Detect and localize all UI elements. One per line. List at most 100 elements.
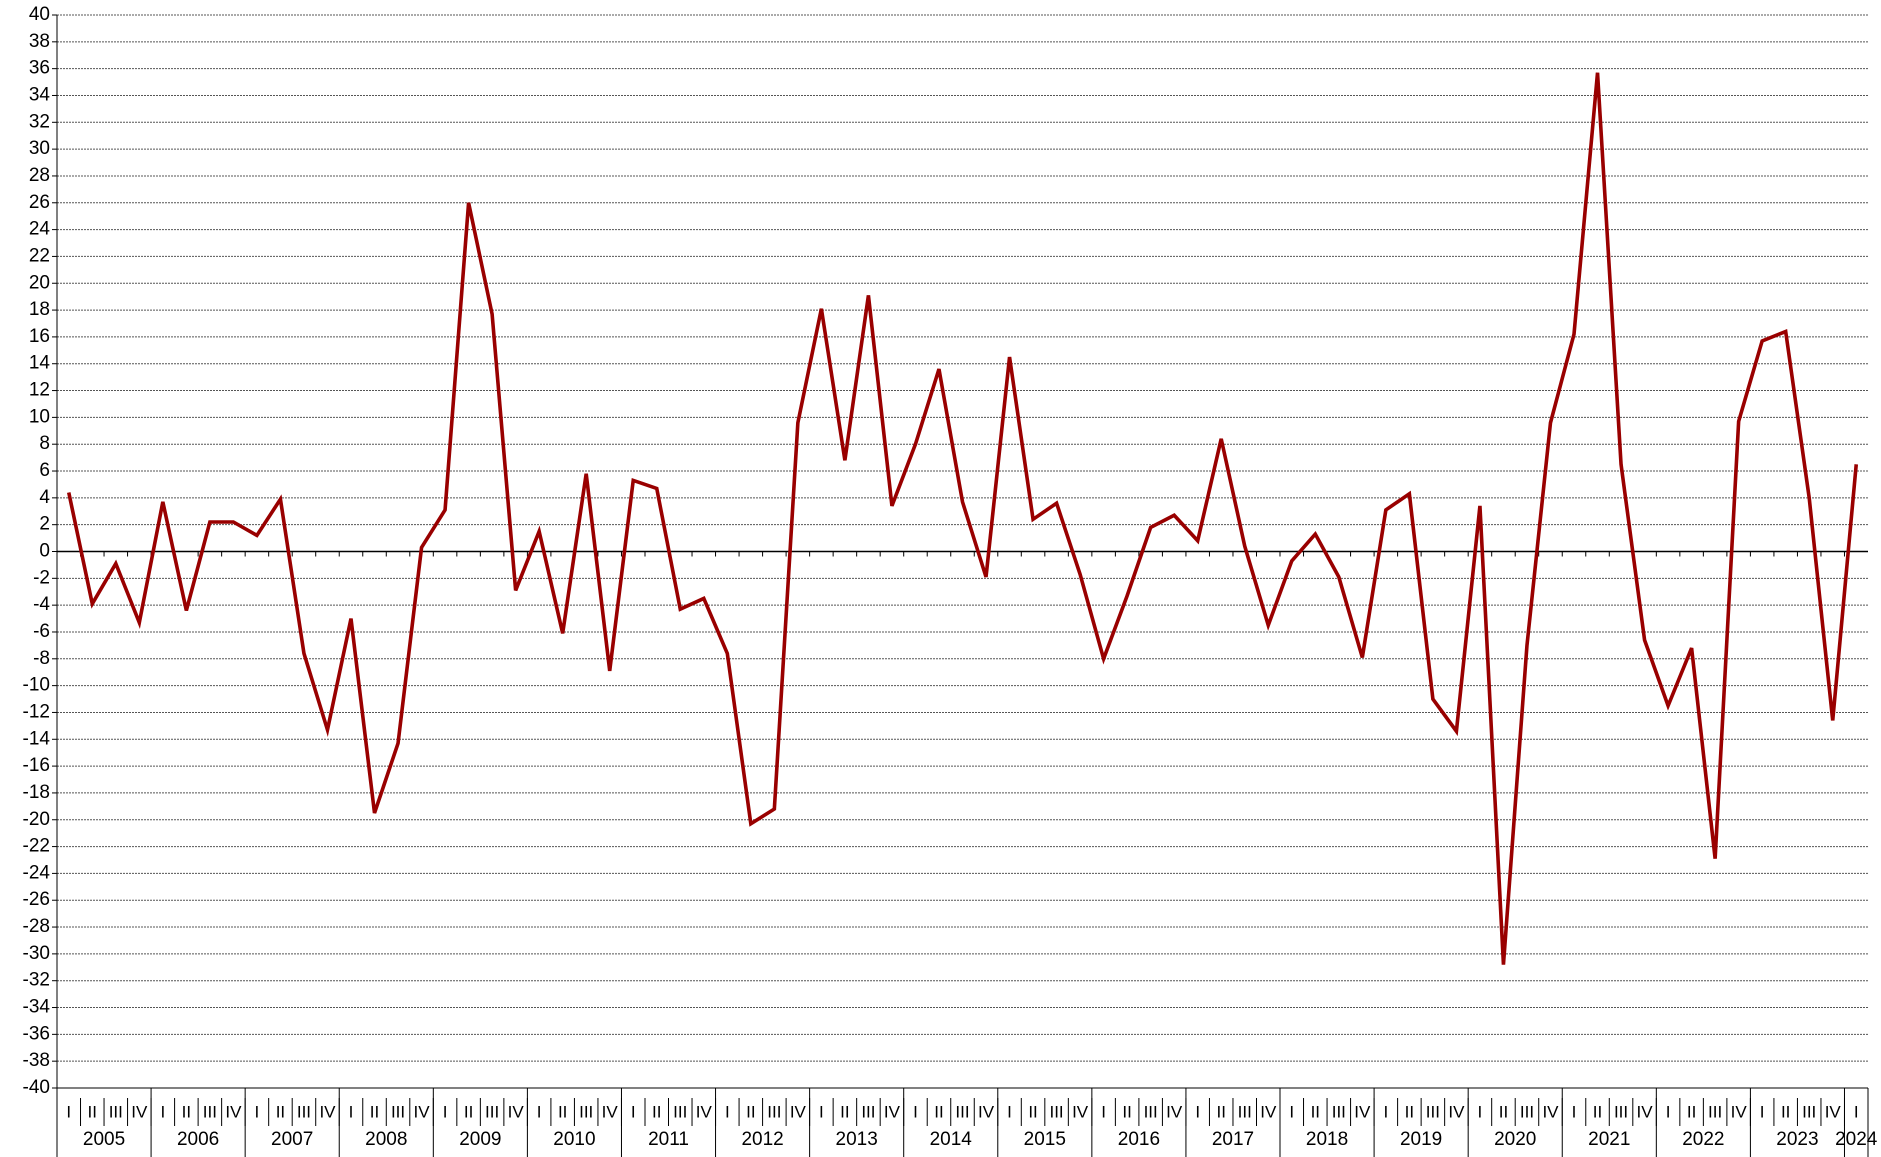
x-tick-label: II	[1499, 1102, 1508, 1121]
y-tick-label: 14	[29, 353, 51, 374]
x-tick-label: III	[391, 1102, 405, 1121]
year-label: 2018	[1306, 1129, 1348, 1150]
x-tick-label: II	[1781, 1102, 1790, 1121]
x-tick-label: I	[1195, 1102, 1200, 1121]
y-tick-label: 18	[29, 299, 50, 320]
x-tick-label: I	[1760, 1102, 1765, 1121]
x-tick-label: IV	[131, 1102, 148, 1121]
x-tick-label: I	[537, 1102, 542, 1121]
x-tick-label: II	[840, 1102, 849, 1121]
x-tick-label: IV	[225, 1102, 242, 1121]
year-label: 2008	[365, 1129, 407, 1150]
y-tick-label: 40	[29, 4, 50, 25]
x-tick-label: III	[1144, 1102, 1158, 1121]
x-tick-label: IV	[696, 1102, 713, 1121]
year-label: 2012	[741, 1129, 783, 1150]
year-label: 2019	[1400, 1129, 1442, 1150]
year-label: 2024	[1835, 1129, 1878, 1150]
x-tick-label: III	[1802, 1102, 1816, 1121]
year-label: 2020	[1494, 1129, 1536, 1150]
y-tick-label: -12	[23, 701, 50, 722]
x-tick-label: I	[1572, 1102, 1577, 1121]
y-tick-label: -28	[23, 916, 50, 937]
x-tick-label: II	[1687, 1102, 1696, 1121]
y-tick-label: 8	[39, 433, 50, 454]
x-tick-label: II	[934, 1102, 943, 1121]
y-tick-label: -30	[23, 943, 50, 964]
x-tick-label: IV	[1354, 1102, 1371, 1121]
y-tick-label: 0	[39, 541, 50, 562]
x-tick-label: II	[88, 1102, 97, 1121]
y-tick-label: 20	[29, 272, 50, 293]
x-tick-label: II	[1122, 1102, 1131, 1121]
x-tick-label: IV	[1542, 1102, 1559, 1121]
x-tick-label: IV	[790, 1102, 807, 1121]
y-tick-label: 24	[29, 219, 51, 240]
y-tick-label: -10	[23, 675, 50, 696]
x-tick-label: I	[255, 1102, 260, 1121]
y-tick-label: -26	[23, 889, 50, 910]
y-tick-label: -24	[23, 862, 51, 883]
x-tick-label: II	[558, 1102, 567, 1121]
year-label: 2014	[930, 1129, 973, 1150]
year-label: 2011	[648, 1129, 689, 1150]
x-tick-label: III	[673, 1102, 687, 1121]
x-tick-label: II	[1593, 1102, 1602, 1121]
x-tick-label: I	[819, 1102, 824, 1121]
year-label: 2006	[177, 1129, 219, 1150]
year-label: 2005	[83, 1129, 125, 1150]
x-tick-label: III	[1332, 1102, 1346, 1121]
x-tick-label: IV	[1637, 1102, 1654, 1121]
x-tick-label: IV	[414, 1102, 431, 1121]
x-tick-label: II	[1311, 1102, 1320, 1121]
x-tick-label: I	[1478, 1102, 1483, 1121]
x-tick-label: IV	[978, 1102, 995, 1121]
x-tick-label: IV	[319, 1102, 336, 1121]
x-tick-label: I	[66, 1102, 71, 1121]
year-label: 2016	[1118, 1129, 1160, 1150]
x-tick-label: I	[725, 1102, 730, 1121]
y-tick-label: -2	[33, 567, 50, 588]
y-tick-label: -36	[23, 1023, 50, 1044]
x-tick-label: IV	[1825, 1102, 1842, 1121]
x-tick-label: II	[1405, 1102, 1414, 1121]
x-tick-label: III	[297, 1102, 311, 1121]
x-tick-label: III	[1426, 1102, 1440, 1121]
x-tick-label: I	[1101, 1102, 1106, 1121]
x-tick-label: IV	[602, 1102, 619, 1121]
x-tick-label: I	[1383, 1102, 1388, 1121]
y-tick-label: -34	[23, 997, 51, 1018]
y-tick-label: -38	[23, 1050, 50, 1071]
year-label: 2017	[1212, 1129, 1254, 1150]
x-tick-label: I	[1666, 1102, 1671, 1121]
x-tick-label: I	[1854, 1102, 1859, 1121]
x-tick-label: III	[203, 1102, 217, 1121]
x-tick-label: III	[861, 1102, 875, 1121]
y-tick-label: -6	[33, 621, 50, 642]
x-tick-label: III	[1708, 1102, 1722, 1121]
x-tick-label: III	[109, 1102, 123, 1121]
x-tick-label: I	[443, 1102, 448, 1121]
x-tick-label: I	[631, 1102, 636, 1121]
year-label: 2015	[1024, 1129, 1066, 1150]
y-tick-label: 32	[29, 111, 50, 132]
year-label: 2021	[1588, 1129, 1630, 1150]
y-tick-label: 30	[29, 138, 50, 159]
x-tick-label: III	[1520, 1102, 1534, 1121]
year-label: 2013	[836, 1129, 878, 1150]
y-tick-label: -20	[23, 809, 50, 830]
y-tick-label: 12	[29, 380, 50, 401]
x-tick-label: I	[1289, 1102, 1294, 1121]
x-tick-label: II	[1028, 1102, 1037, 1121]
y-tick-label: -4	[33, 594, 50, 615]
y-tick-label: -40	[23, 1077, 50, 1098]
y-tick-label: 2	[39, 514, 50, 535]
y-tick-label: -16	[23, 755, 50, 776]
x-tick-label: IV	[508, 1102, 525, 1121]
x-tick-label: III	[767, 1102, 781, 1121]
x-tick-label: I	[160, 1102, 165, 1121]
y-tick-label: 36	[29, 58, 50, 79]
x-tick-label: II	[746, 1102, 755, 1121]
x-tick-label: I	[349, 1102, 354, 1121]
y-tick-label: 16	[29, 326, 50, 347]
